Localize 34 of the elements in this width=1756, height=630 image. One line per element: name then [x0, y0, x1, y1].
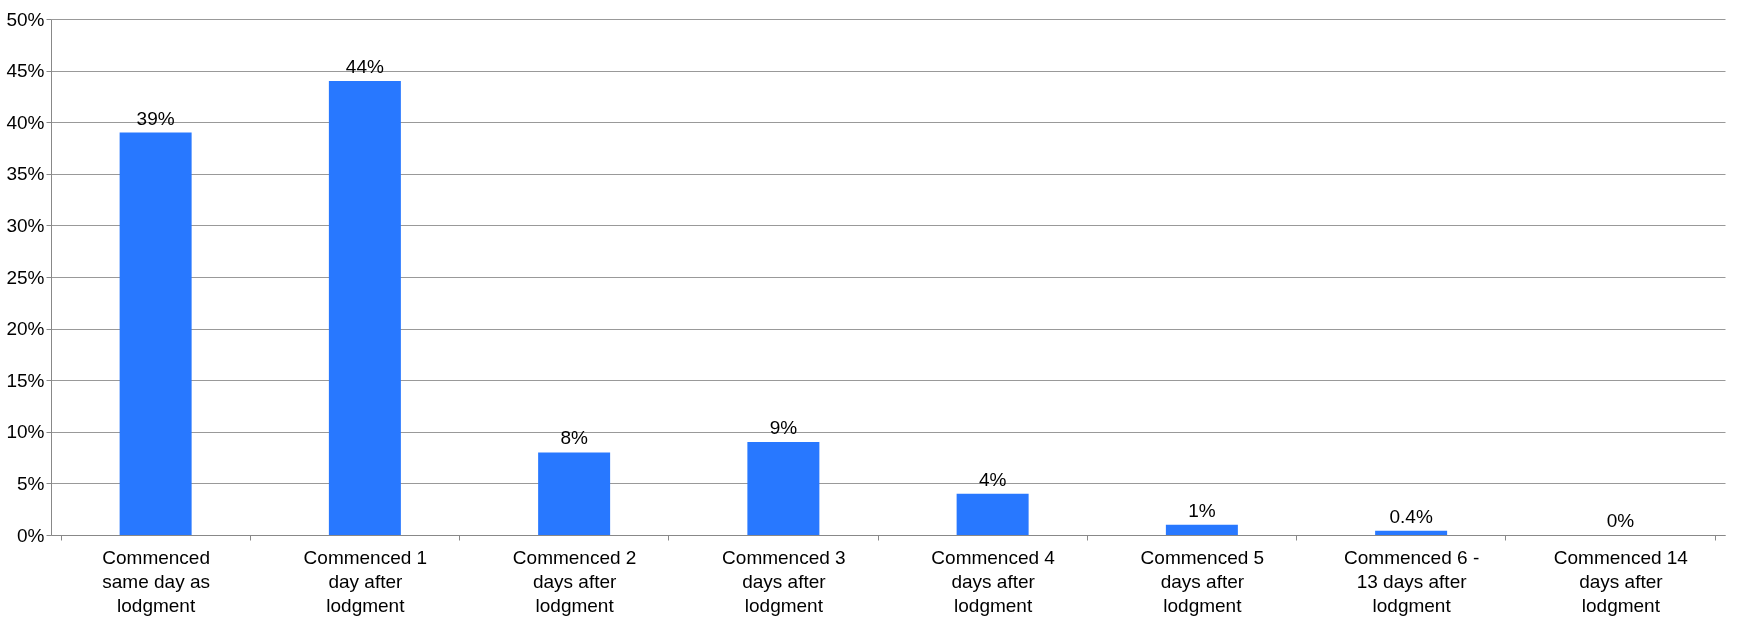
x-tick-label: Commenced same day as lodgment [102, 546, 210, 616]
y-tick-label: 10% [6, 421, 45, 443]
data-label: 0% [1606, 510, 1635, 531]
x-tick-label: Commenced 6 - 13 days after lodgment [1344, 546, 1480, 616]
x-tick-label: Commenced 4 days after lodgment [931, 546, 1056, 616]
y-tick-label: 25% [6, 266, 45, 288]
y-tick-label: 35% [6, 163, 45, 185]
y-tick-label: 50% [6, 8, 45, 30]
bar [119, 132, 192, 535]
data-label: 0.4% [1389, 505, 1433, 527]
x-tick-label: Commenced 3 days after lodgment [722, 546, 846, 616]
data-label: 4% [978, 468, 1007, 490]
data-label: 1% [1188, 499, 1216, 521]
bar [747, 442, 820, 535]
data-label: 39% [136, 107, 175, 129]
bar [956, 493, 1029, 535]
bar [328, 80, 401, 535]
x-tick-label: Commenced 5 days after lodgment [1140, 546, 1265, 616]
data-label: 8% [560, 427, 588, 449]
bar [1165, 524, 1238, 535]
x-tick-label: Commenced 1 day after lodgment [303, 546, 428, 616]
y-tick-label: 45% [6, 60, 45, 82]
x-tick-label: Commenced 14 days after lodgment [1553, 546, 1689, 616]
y-tick-label: 0% [17, 524, 45, 546]
y-tick-label: 5% [17, 472, 45, 494]
y-tick-label: 40% [6, 111, 45, 133]
bar [538, 452, 611, 535]
data-label: 9% [769, 417, 798, 439]
y-tick-label: 20% [6, 318, 45, 340]
bar [1375, 530, 1448, 535]
y-tick-label: 30% [6, 214, 45, 236]
y-tick-label: 15% [6, 369, 45, 391]
data-label: 44% [345, 55, 384, 77]
x-tick-label: Commenced 2 days after lodgment [512, 546, 637, 616]
